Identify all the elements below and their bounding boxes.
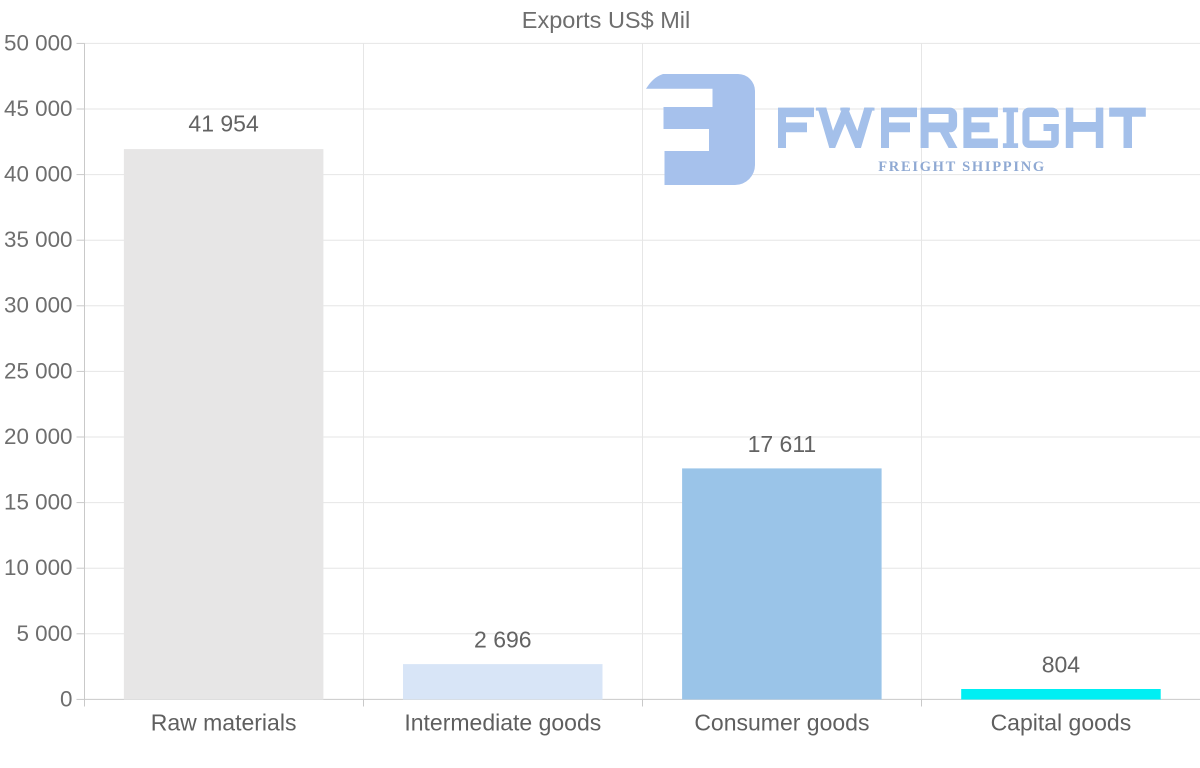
svg-text:0: 0 [60, 687, 72, 712]
svg-text:804: 804 [1042, 652, 1081, 678]
svg-text:FREIGHT SHIPPING: FREIGHT SHIPPING [878, 159, 1044, 175]
svg-text:10 000: 10 000 [4, 555, 72, 580]
svg-text:25 000: 25 000 [4, 359, 72, 384]
svg-text:2 696: 2 696 [474, 626, 532, 652]
svg-text:50 000: 50 000 [4, 31, 72, 56]
svg-text:41 954: 41 954 [188, 111, 259, 137]
svg-text:40 000: 40 000 [4, 162, 72, 187]
svg-text:Intermediate goods: Intermediate goods [404, 710, 601, 736]
svg-text:Capital goods: Capital goods [991, 710, 1132, 736]
svg-text:35 000: 35 000 [4, 227, 72, 252]
svg-text:5 000: 5 000 [16, 621, 72, 646]
svg-text:20 000: 20 000 [4, 424, 72, 449]
svg-text:30 000: 30 000 [4, 293, 72, 318]
svg-text:17 611: 17 611 [748, 431, 817, 457]
svg-text:Consumer goods: Consumer goods [694, 710, 869, 736]
svg-text:15 000: 15 000 [4, 490, 72, 515]
svg-text:Raw materials: Raw materials [151, 710, 297, 736]
svg-text:Exports US$ Mil: Exports US$ Mil [522, 7, 690, 33]
svg-text:45 000: 45 000 [4, 96, 72, 121]
